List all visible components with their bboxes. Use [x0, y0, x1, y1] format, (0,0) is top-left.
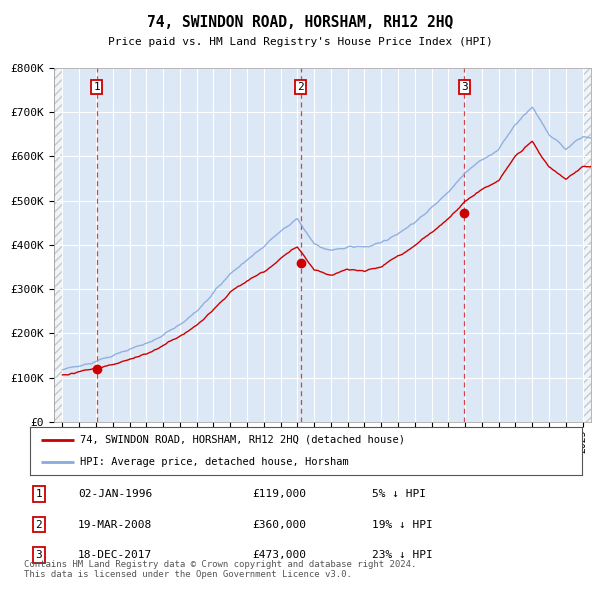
Text: 19-MAR-2008: 19-MAR-2008	[78, 520, 152, 529]
Text: £360,000: £360,000	[252, 520, 306, 529]
Text: 1: 1	[35, 489, 43, 499]
Text: 18-DEC-2017: 18-DEC-2017	[78, 550, 152, 560]
Text: 5% ↓ HPI: 5% ↓ HPI	[372, 489, 426, 499]
Text: 19% ↓ HPI: 19% ↓ HPI	[372, 520, 433, 529]
Text: 74, SWINDON ROAD, HORSHAM, RH12 2HQ: 74, SWINDON ROAD, HORSHAM, RH12 2HQ	[147, 15, 453, 30]
Text: 2: 2	[35, 520, 43, 529]
Text: Contains HM Land Registry data © Crown copyright and database right 2024.
This d: Contains HM Land Registry data © Crown c…	[24, 560, 416, 579]
Bar	[54, 68, 62, 422]
Text: HPI: Average price, detached house, Horsham: HPI: Average price, detached house, Hors…	[80, 457, 349, 467]
Text: Price paid vs. HM Land Registry's House Price Index (HPI): Price paid vs. HM Land Registry's House …	[107, 37, 493, 47]
Text: 02-JAN-1996: 02-JAN-1996	[78, 489, 152, 499]
Text: 23% ↓ HPI: 23% ↓ HPI	[372, 550, 433, 560]
Text: £473,000: £473,000	[252, 550, 306, 560]
Text: 2: 2	[298, 82, 304, 92]
Text: 1: 1	[93, 82, 100, 92]
Text: £119,000: £119,000	[252, 489, 306, 499]
Text: 3: 3	[461, 82, 468, 92]
Bar	[583, 68, 591, 422]
Text: 74, SWINDON ROAD, HORSHAM, RH12 2HQ (detached house): 74, SWINDON ROAD, HORSHAM, RH12 2HQ (det…	[80, 435, 404, 445]
Text: 3: 3	[35, 550, 43, 560]
